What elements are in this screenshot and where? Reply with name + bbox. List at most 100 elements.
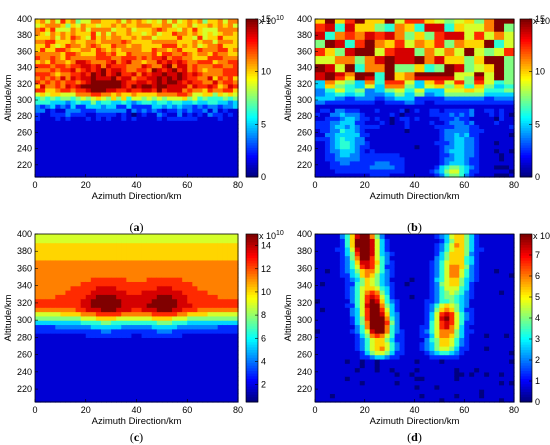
heatmap-cell xyxy=(202,128,209,134)
heatmap-cell xyxy=(354,128,361,134)
heatmap-cell xyxy=(111,298,117,304)
heatmap-cell xyxy=(212,234,219,239)
heatmap-cell xyxy=(334,140,341,146)
heatmap-cell xyxy=(187,35,193,40)
heatmap-cell xyxy=(429,136,435,142)
heatmap-cell xyxy=(146,35,153,40)
heatmap-cell xyxy=(439,148,445,154)
heatmap-cell xyxy=(339,55,346,61)
heatmap-cell xyxy=(334,67,341,73)
heatmap-cell xyxy=(474,152,480,158)
heatmap-cell xyxy=(439,100,445,105)
heatmap-cell xyxy=(161,124,168,129)
heatmap-cell xyxy=(439,19,445,24)
colorbar-swatch xyxy=(520,56,532,59)
heatmap-cell xyxy=(464,136,470,142)
heatmap-cell xyxy=(166,108,173,113)
colorbar-swatch xyxy=(520,154,532,158)
heatmap-cell xyxy=(172,367,178,373)
heatmap-cell xyxy=(369,63,376,69)
heatmap-cell xyxy=(414,156,421,162)
heatmap-cell xyxy=(227,337,234,343)
heatmap-cell xyxy=(217,120,224,125)
heatmap-cell xyxy=(182,39,188,44)
heatmap-cell xyxy=(156,63,163,69)
heatmap-cell xyxy=(111,172,117,178)
heatmap-cell xyxy=(354,51,361,57)
heatmap-cell xyxy=(131,27,138,32)
heatmap-cell xyxy=(499,23,505,28)
heatmap-cell xyxy=(151,87,158,93)
heatmap-cell xyxy=(315,136,321,142)
heatmap-cell xyxy=(85,128,92,134)
heatmap-cell xyxy=(45,116,51,121)
heatmap-cell xyxy=(90,268,97,274)
heatmap-cell xyxy=(484,112,490,117)
heatmap-cell xyxy=(222,393,229,399)
heatmap-cell xyxy=(80,140,87,146)
heatmap-cell xyxy=(45,39,51,44)
heatmap-cell xyxy=(424,172,431,178)
heatmap-cell xyxy=(95,39,102,44)
heatmap-cell xyxy=(182,63,188,69)
heatmap-cell xyxy=(131,376,138,382)
heatmap-cell xyxy=(151,350,158,356)
heatmap-cell xyxy=(116,367,122,373)
y-axis-label: Altitude/km xyxy=(3,74,14,121)
heatmap-cell xyxy=(146,132,153,138)
heatmap-cell xyxy=(197,380,204,386)
colorbar-swatch xyxy=(246,312,258,316)
heatmap-cell xyxy=(161,290,168,295)
heatmap-cell xyxy=(329,100,336,105)
heatmap-cell xyxy=(192,23,198,28)
heatmap-cell xyxy=(212,268,219,274)
heatmap-cell xyxy=(45,285,51,291)
heatmap-cell xyxy=(65,144,72,150)
heatmap-cell xyxy=(197,100,204,105)
heatmap-cell xyxy=(40,120,46,125)
heatmap-cell xyxy=(414,120,421,125)
heatmap-cell xyxy=(227,376,234,382)
heatmap-cell xyxy=(177,264,183,270)
heatmap-cell xyxy=(45,75,51,81)
heatmap-cell xyxy=(227,341,234,347)
heatmap-cell xyxy=(232,328,239,334)
heatmap-cell xyxy=(156,164,163,170)
heatmap-cell xyxy=(434,51,440,57)
heatmap-cell xyxy=(65,371,72,377)
heatmap-cell xyxy=(177,148,183,154)
heatmap-cell xyxy=(116,255,122,261)
heatmap-cell xyxy=(212,144,219,150)
heatmap-cell xyxy=(359,172,366,178)
heatmap-cell xyxy=(449,160,455,166)
colorbar-swatch xyxy=(246,270,258,274)
heatmap-cell xyxy=(469,108,475,113)
heatmap-cell xyxy=(80,281,87,287)
colorbar-swatch xyxy=(246,93,258,97)
heatmap-cell xyxy=(232,168,239,174)
heatmap-cell xyxy=(207,341,214,347)
heatmap-cell xyxy=(489,160,495,166)
heatmap-cell xyxy=(146,320,153,326)
heatmap-cell xyxy=(227,124,234,129)
heatmap-cell xyxy=(116,264,122,270)
heatmap-cell xyxy=(116,83,122,89)
heatmap-cell xyxy=(444,39,450,44)
heatmap-cell xyxy=(369,132,376,138)
heatmap-cell xyxy=(339,47,346,53)
y-tick-label: 280 xyxy=(17,111,32,121)
heatmap-cell xyxy=(202,91,209,97)
heatmap-cell xyxy=(319,116,326,121)
heatmap-cell xyxy=(399,164,406,170)
heatmap-cell xyxy=(50,31,56,36)
heatmap-cell xyxy=(95,43,102,48)
heatmap-cell xyxy=(65,156,72,162)
heatmap-cell xyxy=(161,35,168,40)
heatmap-cell xyxy=(85,140,92,146)
colorbar-exponent: x 1010 xyxy=(259,15,284,26)
heatmap-cell xyxy=(419,144,426,150)
heatmap-cell xyxy=(55,358,61,364)
heatmap-cell xyxy=(70,128,77,134)
heatmap-cell xyxy=(329,63,336,69)
heatmap-cell xyxy=(202,328,209,334)
